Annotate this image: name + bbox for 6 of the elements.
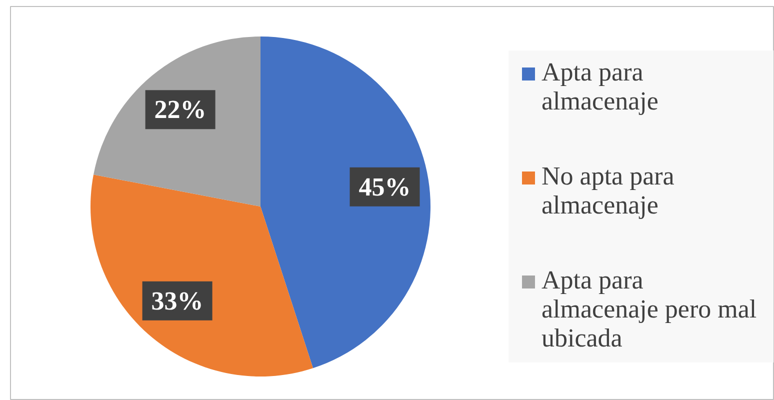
data-label: 45% bbox=[358, 172, 411, 202]
legend-label: Apta para almacenaje pero mal ubicada bbox=[542, 266, 757, 352]
legend-label: No apta para almacenaje bbox=[542, 162, 675, 220]
legend-label: Apta para almacenaje bbox=[542, 58, 658, 116]
data-label: 33% bbox=[151, 286, 204, 316]
data-label: 22% bbox=[154, 95, 206, 124]
